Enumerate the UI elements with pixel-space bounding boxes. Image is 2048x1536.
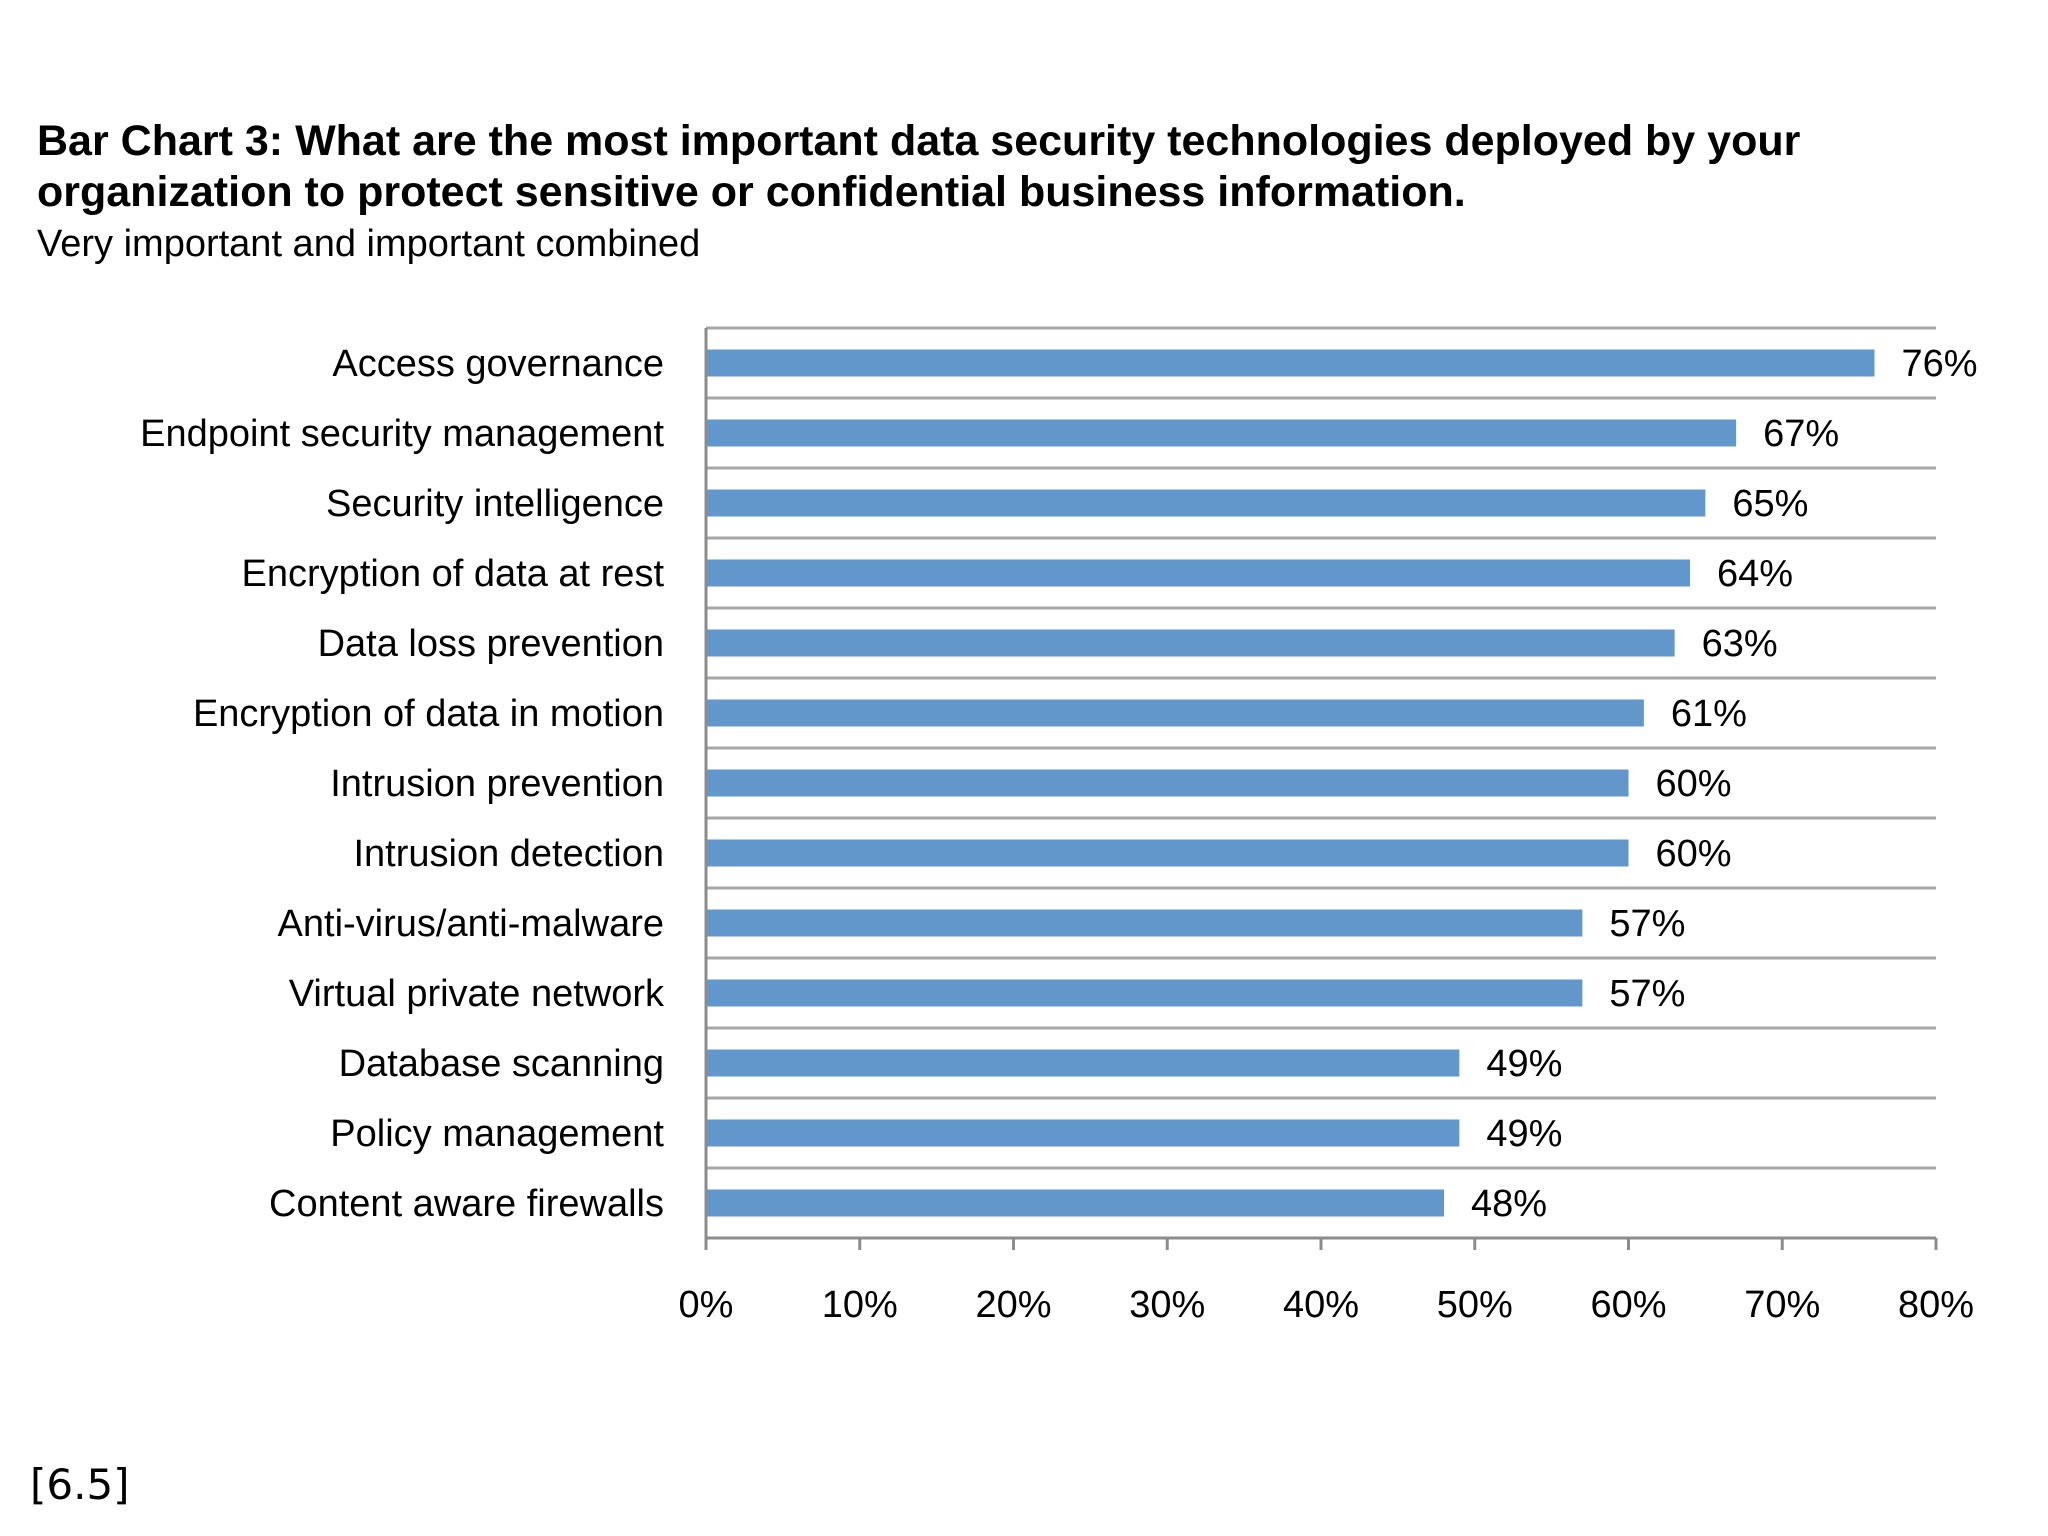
x-tick-label: 30% — [1129, 1284, 1205, 1326]
category-label: Encryption of data at rest — [242, 553, 665, 595]
bar — [706, 559, 1690, 587]
labels-layer: Access governance 76% Endpoint security ma… — [140, 343, 1977, 1225]
data-label: 63% — [1702, 623, 1778, 665]
data-label: 57% — [1609, 973, 1685, 1015]
data-label: 61% — [1671, 693, 1747, 735]
category-label: Content aware firewalls — [269, 1183, 664, 1225]
category-label: Intrusion prevention — [330, 763, 664, 805]
bar — [706, 769, 1629, 797]
slide-reference: [6.5] — [30, 1460, 130, 1509]
data-label: 49% — [1486, 1043, 1562, 1085]
bar — [706, 909, 1583, 937]
x-tick-label: 50% — [1437, 1284, 1513, 1326]
x-tick-label: 80% — [1898, 1284, 1974, 1326]
category-label: Data loss prevention — [318, 623, 664, 665]
category-label: Access governance — [332, 343, 664, 385]
x-tick-label: 20% — [975, 1284, 1051, 1326]
data-label: 57% — [1609, 903, 1685, 945]
chart-title: Bar Chart 3: What are the most important… — [37, 117, 1801, 216]
category-label: Policy management — [330, 1113, 664, 1155]
bar — [706, 979, 1583, 1007]
data-label: 49% — [1486, 1113, 1562, 1155]
data-label: 65% — [1732, 483, 1808, 525]
bar — [706, 699, 1644, 727]
category-label: Security intelligence — [326, 483, 664, 525]
x-tick-label: 10% — [822, 1284, 898, 1326]
bars-layer — [706, 349, 1875, 1217]
bar — [706, 1119, 1460, 1147]
x-axis: 0% 10% 20% 30% 40% 50% 60% 70% 80% — [679, 328, 1974, 1326]
bar — [706, 1189, 1444, 1217]
category-label: Anti-virus/anti-malware — [278, 903, 664, 945]
data-label: 67% — [1763, 413, 1839, 455]
data-label: 60% — [1656, 763, 1732, 805]
category-label: Endpoint security management — [140, 413, 664, 455]
x-tick-label: 0% — [679, 1284, 734, 1326]
data-label: 48% — [1471, 1183, 1547, 1225]
chart-subtitle: Very important and important combined — [37, 223, 701, 265]
data-label: 76% — [1902, 343, 1978, 385]
data-label: 60% — [1656, 833, 1732, 875]
category-label: Virtual private network — [289, 973, 665, 1015]
bar — [706, 839, 1629, 867]
category-label: Intrusion detection — [353, 833, 664, 875]
data-label: 64% — [1717, 553, 1793, 595]
x-tick-label: 60% — [1590, 1284, 1666, 1326]
bar — [706, 419, 1737, 447]
bar — [706, 489, 1706, 517]
category-label: Database scanning — [339, 1043, 664, 1085]
category-label: Encryption of data in motion — [193, 693, 664, 735]
x-tick-label: 40% — [1283, 1284, 1359, 1326]
bar — [706, 349, 1875, 377]
bar — [706, 629, 1675, 657]
x-tick-label: 70% — [1744, 1284, 1820, 1326]
bar — [706, 1049, 1460, 1077]
